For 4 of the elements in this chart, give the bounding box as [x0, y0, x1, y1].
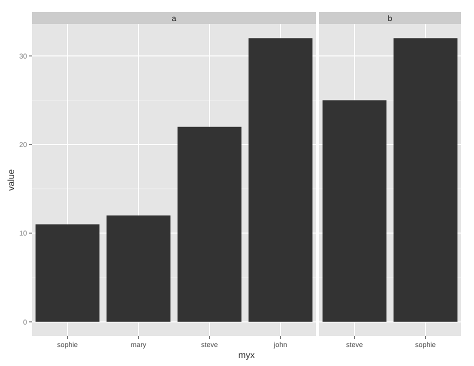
- chart-title: b: [388, 14, 393, 23]
- x-axis-title: myx: [238, 350, 256, 360]
- chart-title: a: [172, 14, 177, 23]
- y-axis-title: value: [6, 169, 16, 191]
